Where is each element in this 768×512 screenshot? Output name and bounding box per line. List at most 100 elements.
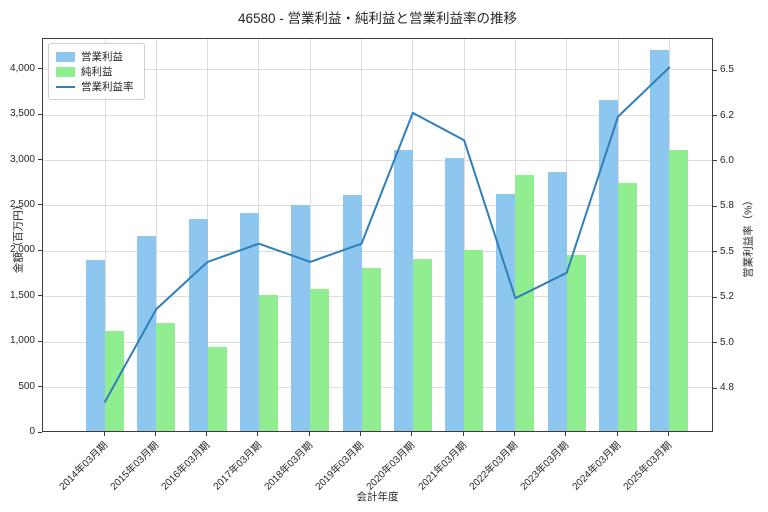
legend-label: 営業利益率: [81, 81, 134, 93]
y-axis-tick-right: [713, 251, 717, 253]
y-axis-tick-label-right: 5.8: [720, 200, 734, 212]
x-axis-label: 会計年度: [356, 491, 399, 503]
profit-margin-line: [104, 66, 671, 403]
y-axis-tick-right: [713, 160, 717, 162]
x-axis-tick-label: 2020年03月期: [364, 440, 418, 493]
y-axis-tick-left: [38, 340, 42, 342]
x-axis-tick-label: 2023年03月期: [518, 440, 572, 493]
y-axis-tick-label-left: 500: [18, 380, 35, 392]
x-axis-tick: [667, 432, 669, 436]
legend-color-swatch: [56, 51, 75, 62]
legend-label: 純利益: [81, 66, 113, 78]
y-axis-tick-label-left: 2,000: [9, 244, 35, 256]
legend-item: 営業利益率: [56, 79, 134, 94]
grid-line-vertical: [361, 39, 362, 431]
y-axis-tick-left: [38, 431, 42, 433]
y-axis-tick-right: [713, 115, 717, 117]
x-axis-tick: [462, 432, 464, 436]
y-axis-tick-right: [713, 342, 717, 344]
x-axis-tick-label: 2015年03月期: [108, 440, 162, 493]
y-axis-tick-left: [38, 113, 42, 115]
grid-line-horizontal: [43, 160, 712, 162]
legend-item: 純利益: [56, 64, 134, 79]
grid-line-horizontal: [43, 205, 712, 207]
legend-item: 営業利益: [56, 49, 134, 64]
x-axis-tick-label: 2024年03月期: [570, 440, 623, 493]
y-axis-tick-label-left: 1,000: [9, 335, 35, 347]
bar-operating-income: [137, 235, 157, 431]
bar-net-income: [464, 250, 484, 431]
x-axis-tick: [513, 432, 515, 436]
y-axis-tick-label-right: 6.5: [720, 64, 734, 76]
x-axis-tick-label: 2025年03月期: [621, 440, 675, 493]
grid-line-vertical: [412, 39, 414, 431]
y-axis-tick-label-left: 4,000: [9, 62, 35, 74]
y-axis-tick-label-left: 1,500: [9, 289, 35, 301]
y-axis-tick-left: [38, 295, 42, 297]
bar-net-income: [412, 259, 432, 431]
bar-operating-income: [86, 260, 105, 431]
bar-net-income: [310, 289, 330, 431]
bar-net-income: [156, 322, 176, 431]
x-axis-tick: [308, 432, 310, 436]
y-axis-tick-label-right: 5.5: [720, 245, 734, 257]
grid-line-vertical: [566, 39, 568, 431]
y-axis-tick-label-right: 5.0: [720, 336, 734, 348]
x-axis-tick: [411, 432, 413, 436]
plot-area: [42, 38, 713, 432]
x-axis-tick-label: 2018年03月期: [262, 440, 315, 493]
y-axis-tick-label-right: 4.8: [720, 382, 734, 394]
bar-net-income: [669, 149, 689, 431]
bar-operating-income: [599, 100, 618, 431]
y-axis-tick-label-left: 3,000: [9, 153, 35, 165]
y-axis-tick-left: [38, 249, 42, 251]
x-axis-tick: [616, 432, 618, 436]
y-axis-tick-right: [713, 296, 717, 298]
x-axis-tick-label: 2022年03月期: [467, 440, 521, 493]
legend: 営業利益純利益営業利益率: [48, 43, 145, 100]
y-axis-label-right: 営業利益率（%）: [742, 195, 755, 278]
y-axis-tick-label-left: 3,500: [9, 108, 35, 120]
bar-net-income: [618, 183, 637, 431]
y-axis-tick-left: [38, 386, 42, 388]
x-axis-tick-label: 2017年03月期: [211, 440, 264, 493]
x-axis-tick: [154, 432, 156, 436]
bar-operating-income: [393, 149, 413, 431]
bar-operating-income: [547, 172, 567, 431]
grid-line-vertical: [155, 39, 157, 431]
grid-line-horizontal: [43, 69, 712, 71]
legend-line-swatch: [56, 85, 75, 88]
bar-operating-income: [188, 219, 208, 431]
bar-net-income: [566, 254, 586, 431]
grid-line-vertical: [309, 39, 311, 431]
x-axis-tick: [103, 432, 105, 436]
grid-line-vertical: [258, 39, 260, 431]
x-axis-tick: [206, 432, 208, 436]
bar-net-income: [105, 331, 124, 431]
y-axis-tick-left: [38, 68, 42, 70]
bar-operating-income: [445, 157, 465, 431]
y-axis-tick-right: [713, 69, 717, 71]
grid-line-vertical: [463, 39, 465, 431]
y-axis-tick-right: [713, 387, 717, 389]
bar-operating-income: [239, 213, 259, 431]
x-axis-tick-label: 2014年03月期: [57, 440, 110, 493]
y-axis-label-left: 金額（百万円）: [12, 199, 25, 274]
x-axis-tick: [257, 432, 259, 436]
y-axis-tick-label-right: 6.0: [720, 154, 734, 166]
y-axis-tick-label-left: 0: [29, 426, 35, 437]
bar-operating-income: [650, 49, 670, 431]
grid-line-vertical: [207, 39, 209, 431]
legend-color-swatch: [56, 66, 75, 77]
y-axis-tick-right: [713, 205, 717, 207]
x-axis-tick-label: 2021年03月期: [416, 440, 469, 493]
y-axis-tick-label-right: 6.2: [720, 109, 734, 121]
legend-label: 営業利益: [81, 51, 123, 63]
x-axis-tick: [360, 432, 361, 436]
bar-net-income: [361, 267, 381, 431]
y-axis-tick-label-right: 5.2: [720, 291, 734, 303]
x-axis-tick-label: 2019年03月期: [313, 440, 367, 493]
bar-operating-income: [291, 204, 311, 431]
grid-line-horizontal: [43, 114, 712, 116]
